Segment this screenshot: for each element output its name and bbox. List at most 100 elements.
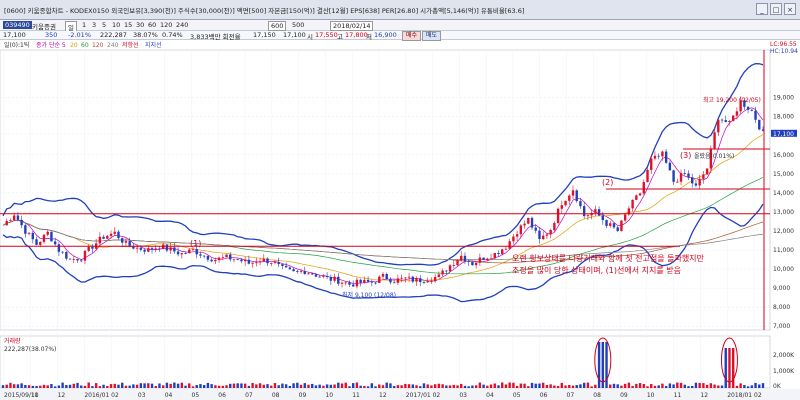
- price-chart[interactable]: 19,000 18,000 17,100 16,000 15,000 14,000 13,0…: [0, 40, 800, 400]
- date-input[interactable]: 2018/02/14: [330, 21, 374, 31]
- volume-bar: [497, 385, 500, 388]
- candle-body: [91, 246, 94, 249]
- volume-bar: [493, 383, 496, 388]
- candle-body: [158, 248, 161, 250]
- volume-bar: [724, 348, 727, 388]
- low-annotation: 최저 9,100 (12/08): [342, 291, 396, 299]
- close-icon[interactable]: ×: [784, 3, 796, 15]
- candle-body: [333, 276, 336, 281]
- x-tick-label: 06: [540, 392, 548, 399]
- volume-bar: [549, 384, 552, 388]
- x-tick-label: 10: [325, 392, 333, 399]
- candle-body: [460, 255, 463, 261]
- volume-bars: [1, 337, 765, 388]
- candle-body: [154, 248, 157, 250]
- annotation-1: (1): [190, 239, 201, 248]
- candle-body: [650, 158, 653, 170]
- volume-bar: [627, 382, 631, 388]
- volume-bar: [661, 383, 664, 388]
- candle-body: [344, 282, 347, 284]
- candle-body: [9, 220, 12, 222]
- volume-bar: [545, 385, 549, 388]
- volume-bar: [709, 383, 713, 388]
- y-tick-label: 8,000: [773, 304, 790, 311]
- volume-bar: [266, 384, 269, 388]
- volume-bar: [691, 385, 694, 388]
- volume-bar: [132, 384, 135, 388]
- legend-ma240: 240: [107, 42, 119, 49]
- candle-body: [575, 190, 578, 202]
- candle-body: [705, 168, 709, 175]
- volume-bar: [698, 382, 701, 388]
- volume-bar: [72, 383, 75, 388]
- period-option[interactable]: 1: [82, 21, 87, 29]
- volume-bar: [419, 386, 422, 388]
- candle-body: [24, 225, 27, 234]
- candle-body: [270, 262, 273, 264]
- volume-bar: [121, 382, 124, 388]
- candle-body: [609, 223, 612, 226]
- candle-body: [355, 279, 359, 287]
- stock-name[interactable]: 키움증권: [32, 23, 56, 31]
- candle-body: [508, 241, 511, 249]
- volume-bar: [582, 382, 586, 388]
- volume-bar: [165, 382, 169, 388]
- candle-body: [538, 230, 541, 240]
- count-input-2[interactable]: 500: [292, 21, 305, 29]
- period-option[interactable]: 60: [148, 21, 157, 29]
- volume-bar: [117, 384, 120, 388]
- resistance-lines: [0, 50, 770, 330]
- candle-body: [247, 259, 251, 264]
- period-option[interactable]: 240: [176, 21, 189, 29]
- candle-body: [307, 273, 310, 275]
- volume-bar: [620, 385, 623, 388]
- volume-panel-value: 222,287(38.07%): [4, 346, 56, 353]
- volume-bar: [9, 382, 12, 388]
- legend-resistance: 저항선: [122, 41, 139, 49]
- close-ref: 17,100: [283, 31, 306, 39]
- volume-bar: [433, 384, 437, 388]
- period-option[interactable]: 120: [160, 21, 173, 29]
- count-input[interactable]: 600: [268, 21, 287, 31]
- annotation-3: (3): [680, 151, 691, 160]
- candle-body: [419, 278, 422, 283]
- volume-bar: [534, 383, 537, 388]
- volume-bar: [262, 384, 265, 388]
- candle-body: [698, 178, 701, 186]
- high-label: 고: [337, 33, 343, 41]
- candle-body: [258, 261, 262, 263]
- volume-bar: [5, 384, 8, 388]
- buy-button[interactable]: 매수: [402, 31, 422, 41]
- minimize-icon[interactable]: _: [756, 3, 768, 15]
- stock-code-input[interactable]: 039490: [3, 21, 32, 29]
- y-tick-label: 13,000: [773, 209, 794, 216]
- candle-body: [147, 248, 150, 252]
- sell-button[interactable]: 매도: [422, 31, 442, 41]
- candle-body: [489, 258, 493, 260]
- volume-bar: [407, 384, 411, 388]
- candle-body: [314, 274, 318, 277]
- candle-body: [653, 155, 657, 159]
- candle-body: [102, 236, 105, 239]
- x-tick-label: 03: [459, 392, 467, 399]
- period-option[interactable]: 3: [92, 21, 97, 29]
- volume-bar: [296, 382, 299, 388]
- candle-body: [735, 111, 739, 116]
- volume-bar: [489, 384, 493, 388]
- period-option[interactable]: 15: [124, 21, 133, 29]
- volume-bar: [389, 383, 392, 388]
- period-option[interactable]: 30: [136, 21, 145, 29]
- x-tick-label: 12: [379, 392, 387, 399]
- candle-body: [512, 236, 515, 242]
- candle-body: [176, 251, 180, 255]
- candle-body: [225, 254, 228, 258]
- period-option[interactable]: 10: [112, 21, 121, 29]
- quote-bar: 17,100 350 -2.01% 222,287 38.07% 0.74% 3…: [0, 31, 800, 41]
- maximize-icon[interactable]: □: [770, 3, 782, 15]
- period-option[interactable]: 5: [102, 21, 107, 29]
- candle-body: [605, 220, 608, 226]
- stock-info: [0600] 키움종합차트 - KODEX0150 외국인보유[3,390(천)…: [4, 7, 525, 15]
- candle-body: [195, 248, 198, 255]
- volume-bar: [553, 385, 556, 388]
- candle-body: [750, 109, 754, 111]
